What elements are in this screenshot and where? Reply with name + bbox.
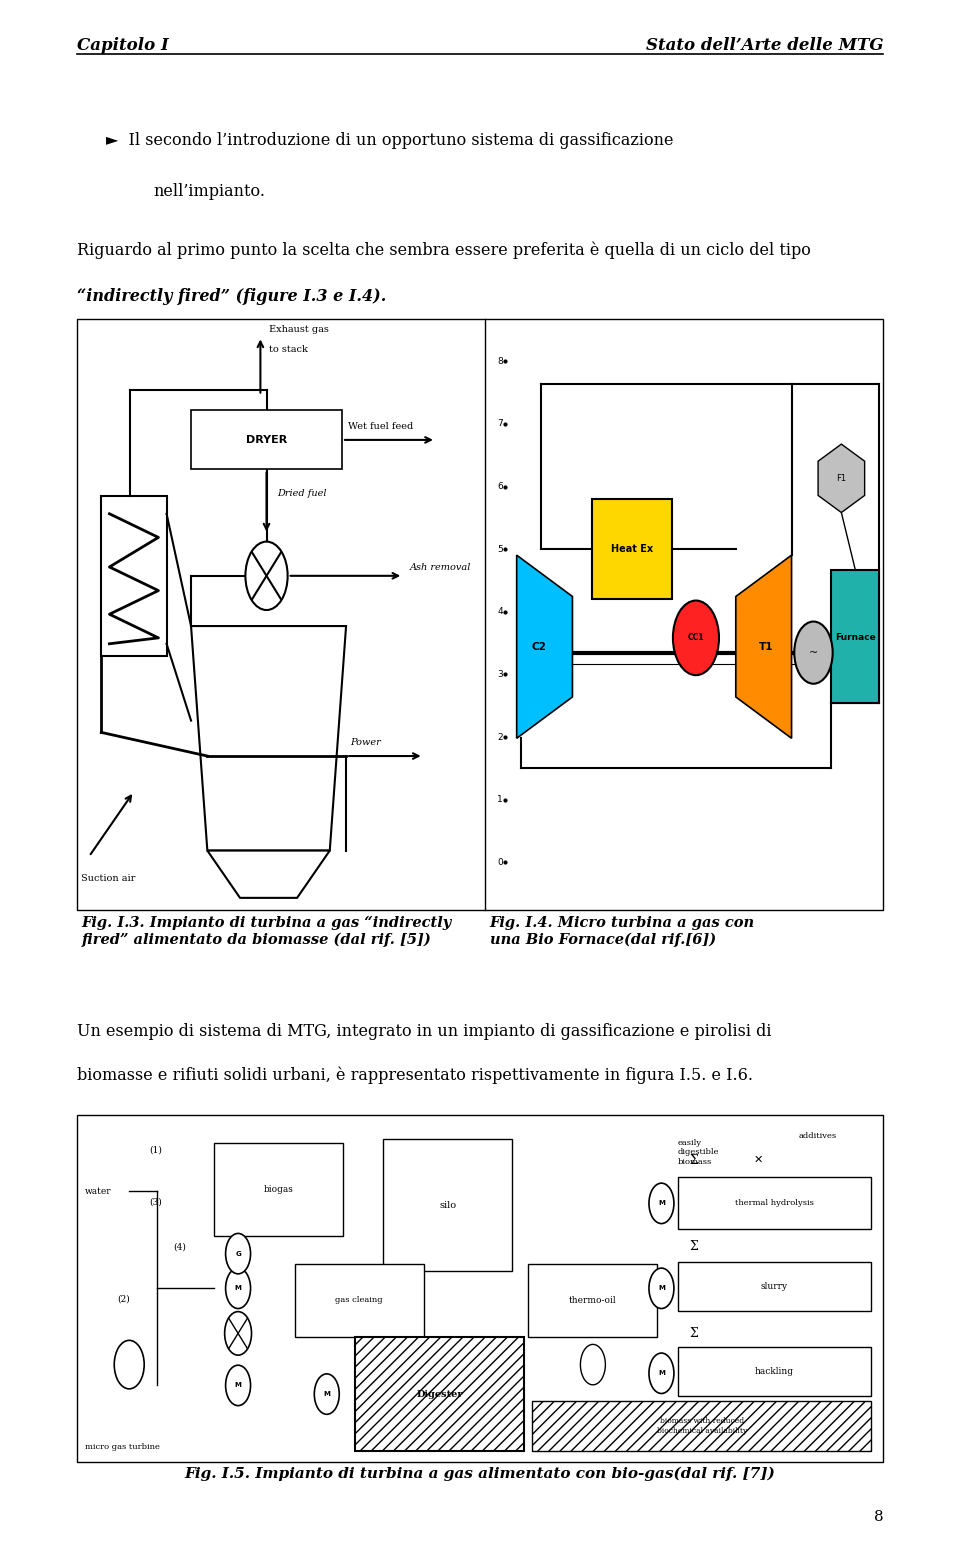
Circle shape [581, 1345, 606, 1386]
Text: thermo-oil: thermo-oil [569, 1295, 616, 1305]
Text: hackling: hackling [755, 1367, 794, 1376]
Text: M: M [658, 1286, 665, 1291]
Circle shape [794, 622, 832, 684]
Polygon shape [735, 555, 792, 739]
Circle shape [314, 1375, 339, 1415]
Text: Ash removal: Ash removal [409, 563, 470, 572]
Bar [592, 499, 672, 599]
Text: (2): (2) [117, 1294, 130, 1303]
Text: ►  Il secondo l’introduzione di un opportuno sistema di gassificazione: ► Il secondo l’introduzione di un opport… [106, 132, 673, 149]
Text: G: G [235, 1250, 241, 1256]
Text: biomasse e rifiuti solidi urbani, è rappresentato rispettivamente in figura I.5.: biomasse e rifiuti solidi urbani, è rapp… [77, 1067, 753, 1084]
Text: 8: 8 [874, 1510, 883, 1524]
Text: (4): (4) [174, 1242, 186, 1252]
Bar [678, 1263, 871, 1311]
Bar [191, 411, 342, 470]
Text: Capitolo I: Capitolo I [77, 37, 169, 54]
Text: 6: 6 [497, 482, 503, 491]
Text: micro gas turbine: micro gas turbine [84, 1443, 159, 1451]
Circle shape [246, 541, 288, 610]
Bar [77, 1115, 883, 1462]
Bar [77, 319, 883, 910]
Text: Exhaust gas: Exhaust gas [269, 325, 328, 334]
Text: M: M [658, 1370, 665, 1376]
Text: Heat Ex: Heat Ex [612, 544, 653, 554]
Bar [678, 1177, 871, 1230]
Circle shape [226, 1269, 251, 1309]
Text: thermal hydrolysis: thermal hydrolysis [735, 1199, 814, 1207]
Text: easily
digestible
biomass: easily digestible biomass [678, 1140, 719, 1166]
Text: T1: T1 [758, 642, 773, 652]
Text: 1: 1 [497, 795, 503, 804]
Text: composting: composting [421, 1364, 474, 1373]
Text: ✕: ✕ [754, 1155, 763, 1165]
Text: Riguardo al primo punto la scelta che sembra essere preferita è quella di un cic: Riguardo al primo punto la scelta che se… [77, 241, 810, 258]
Bar [678, 1347, 871, 1396]
Text: biogas: biogas [263, 1185, 294, 1194]
Text: Σ: Σ [689, 1154, 698, 1166]
Text: 2: 2 [497, 732, 503, 742]
Bar [214, 1143, 343, 1236]
Text: (3): (3) [150, 1197, 162, 1207]
Text: nell’impianto.: nell’impianto. [154, 183, 266, 201]
Text: Wet fuel feed: Wet fuel feed [348, 421, 414, 431]
Text: M: M [234, 1382, 242, 1389]
Polygon shape [516, 555, 572, 739]
Text: gas cleaing: gas cleaing [335, 1297, 383, 1305]
Text: C2: C2 [531, 642, 546, 652]
Text: M: M [234, 1286, 242, 1291]
Circle shape [649, 1183, 674, 1224]
Polygon shape [207, 851, 330, 897]
Text: 4: 4 [497, 608, 503, 616]
Text: water: water [84, 1186, 111, 1196]
Text: Fig. I.3. Impianto di turbina a gas “indirectly
fired” alimentato da biomasse (d: Fig. I.3. Impianto di turbina a gas “ind… [82, 916, 452, 947]
Circle shape [649, 1353, 674, 1393]
Text: M: M [658, 1200, 665, 1207]
Text: Dried fuel: Dried fuel [276, 488, 326, 498]
Text: Fig. I.5. Impianto di turbina a gas alimentato con bio-gas(dal rif. [7]): Fig. I.5. Impianto di turbina a gas alim… [184, 1466, 776, 1480]
Text: 0: 0 [497, 858, 503, 866]
Circle shape [226, 1233, 251, 1274]
Text: ~: ~ [809, 647, 818, 658]
Bar [355, 1337, 524, 1451]
Bar [383, 1140, 513, 1270]
Text: biomass with reduced
biochemical availability: biomass with reduced biochemical availab… [657, 1418, 747, 1435]
Text: additives: additives [799, 1132, 837, 1140]
Text: 8: 8 [497, 356, 503, 365]
Text: 7: 7 [497, 420, 503, 429]
Circle shape [225, 1311, 252, 1354]
Bar [528, 1264, 658, 1337]
Text: Un esempio di sistema di MTG, integrato in un impianto di gassificazione e pirol: Un esempio di sistema di MTG, integrato … [77, 1023, 771, 1040]
Text: Stato dell’Arte delle MTG: Stato dell’Arte delle MTG [645, 37, 883, 54]
Polygon shape [191, 627, 347, 851]
Text: 5: 5 [497, 544, 503, 554]
Circle shape [114, 1340, 144, 1389]
Text: Suction air: Suction air [81, 874, 135, 883]
Text: 3: 3 [497, 670, 503, 680]
Text: F1: F1 [836, 474, 847, 482]
Text: silo: silo [439, 1200, 456, 1210]
Text: CC1: CC1 [687, 633, 705, 642]
Text: “indirectly fired” (figure I.3 e I.4).: “indirectly fired” (figure I.3 e I.4). [77, 288, 386, 305]
Text: Σ: Σ [689, 1241, 698, 1253]
Bar [533, 1401, 871, 1451]
Text: slurry: slurry [760, 1281, 788, 1291]
Text: Furnace: Furnace [835, 633, 876, 642]
Bar [831, 571, 879, 703]
Polygon shape [818, 445, 865, 513]
Text: (1): (1) [150, 1144, 162, 1154]
Circle shape [673, 600, 719, 675]
Text: Fig. I.4. Micro turbina a gas con
una Bio Fornace(dal rif.[6]): Fig. I.4. Micro turbina a gas con una Bi… [490, 916, 755, 947]
Circle shape [226, 1365, 251, 1406]
Text: Digester: Digester [417, 1390, 463, 1398]
Text: to stack: to stack [269, 345, 307, 355]
Text: Power: Power [350, 739, 381, 748]
Text: Σ: Σ [689, 1326, 698, 1340]
Text: DRYER: DRYER [246, 435, 287, 445]
Text: M: M [324, 1392, 330, 1396]
Bar [102, 496, 167, 656]
Bar [295, 1264, 423, 1337]
Circle shape [649, 1269, 674, 1309]
